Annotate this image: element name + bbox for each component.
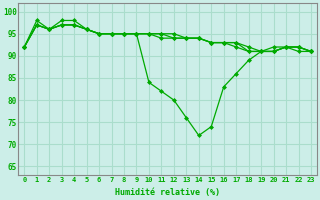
X-axis label: Humidité relative (%): Humidité relative (%): [115, 188, 220, 197]
